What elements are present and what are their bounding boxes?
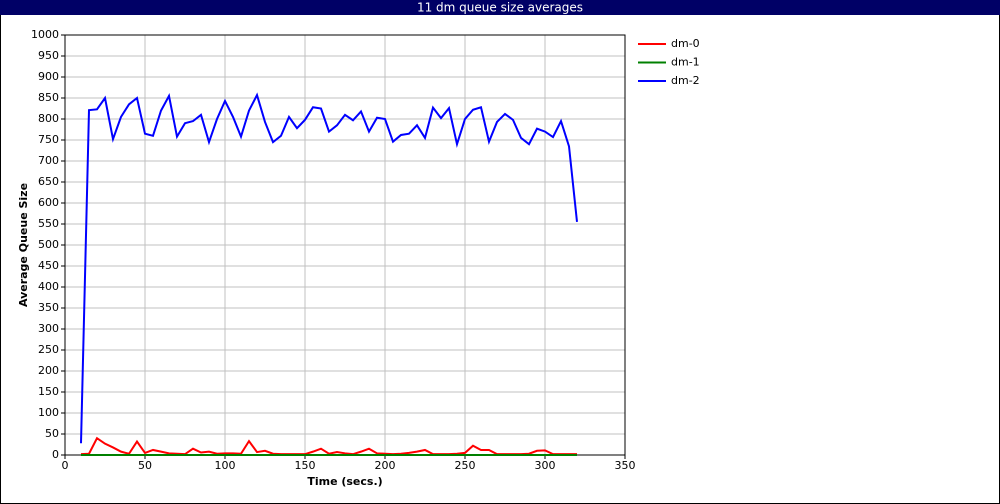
x-axis-label: Time (secs.) <box>307 475 382 488</box>
y-tick-label: 400 <box>38 280 59 293</box>
series-line <box>80 92 578 444</box>
y-tick-label: 350 <box>38 301 59 314</box>
legend-label: dm-1 <box>671 56 700 69</box>
y-tick-label: 600 <box>38 196 59 209</box>
y-tick-label: 1000 <box>31 28 59 41</box>
y-tick-label: 700 <box>38 154 59 167</box>
x-tick-label: 200 <box>375 459 396 472</box>
y-tick-label: 850 <box>38 91 59 104</box>
y-tick-label: 900 <box>38 70 59 83</box>
y-tick-label: 950 <box>38 49 59 62</box>
y-tick-label: 50 <box>45 427 59 440</box>
title-bar <box>0 0 1000 15</box>
x-tick-label: 0 <box>62 459 69 472</box>
y-tick-label: 800 <box>38 112 59 125</box>
x-tick-label: 50 <box>138 459 152 472</box>
chart-title: 11 dm queue size averages <box>417 1 583 15</box>
x-tick-label: 100 <box>215 459 236 472</box>
x-tick-label: 300 <box>535 459 556 472</box>
y-tick-label: 500 <box>38 238 59 251</box>
legend-label: dm-2 <box>671 74 700 87</box>
x-tick-label: 350 <box>615 459 636 472</box>
y-tick-label: 200 <box>38 364 59 377</box>
y-tick-label: 650 <box>38 175 59 188</box>
y-tick-label: 150 <box>38 385 59 398</box>
x-tick-label: 250 <box>455 459 476 472</box>
x-tick-label: 150 <box>295 459 316 472</box>
y-tick-label: 550 <box>38 217 59 230</box>
y-tick-label: 450 <box>38 259 59 272</box>
legend-label: dm-0 <box>671 37 700 50</box>
y-tick-label: 100 <box>38 406 59 419</box>
y-axis-label: Average Queue Size <box>17 183 30 307</box>
y-tick-label: 250 <box>38 343 59 356</box>
y-tick-label: 0 <box>52 448 59 461</box>
y-tick-label: 750 <box>38 133 59 146</box>
series-line <box>80 436 577 456</box>
y-tick-label: 300 <box>38 322 59 335</box>
